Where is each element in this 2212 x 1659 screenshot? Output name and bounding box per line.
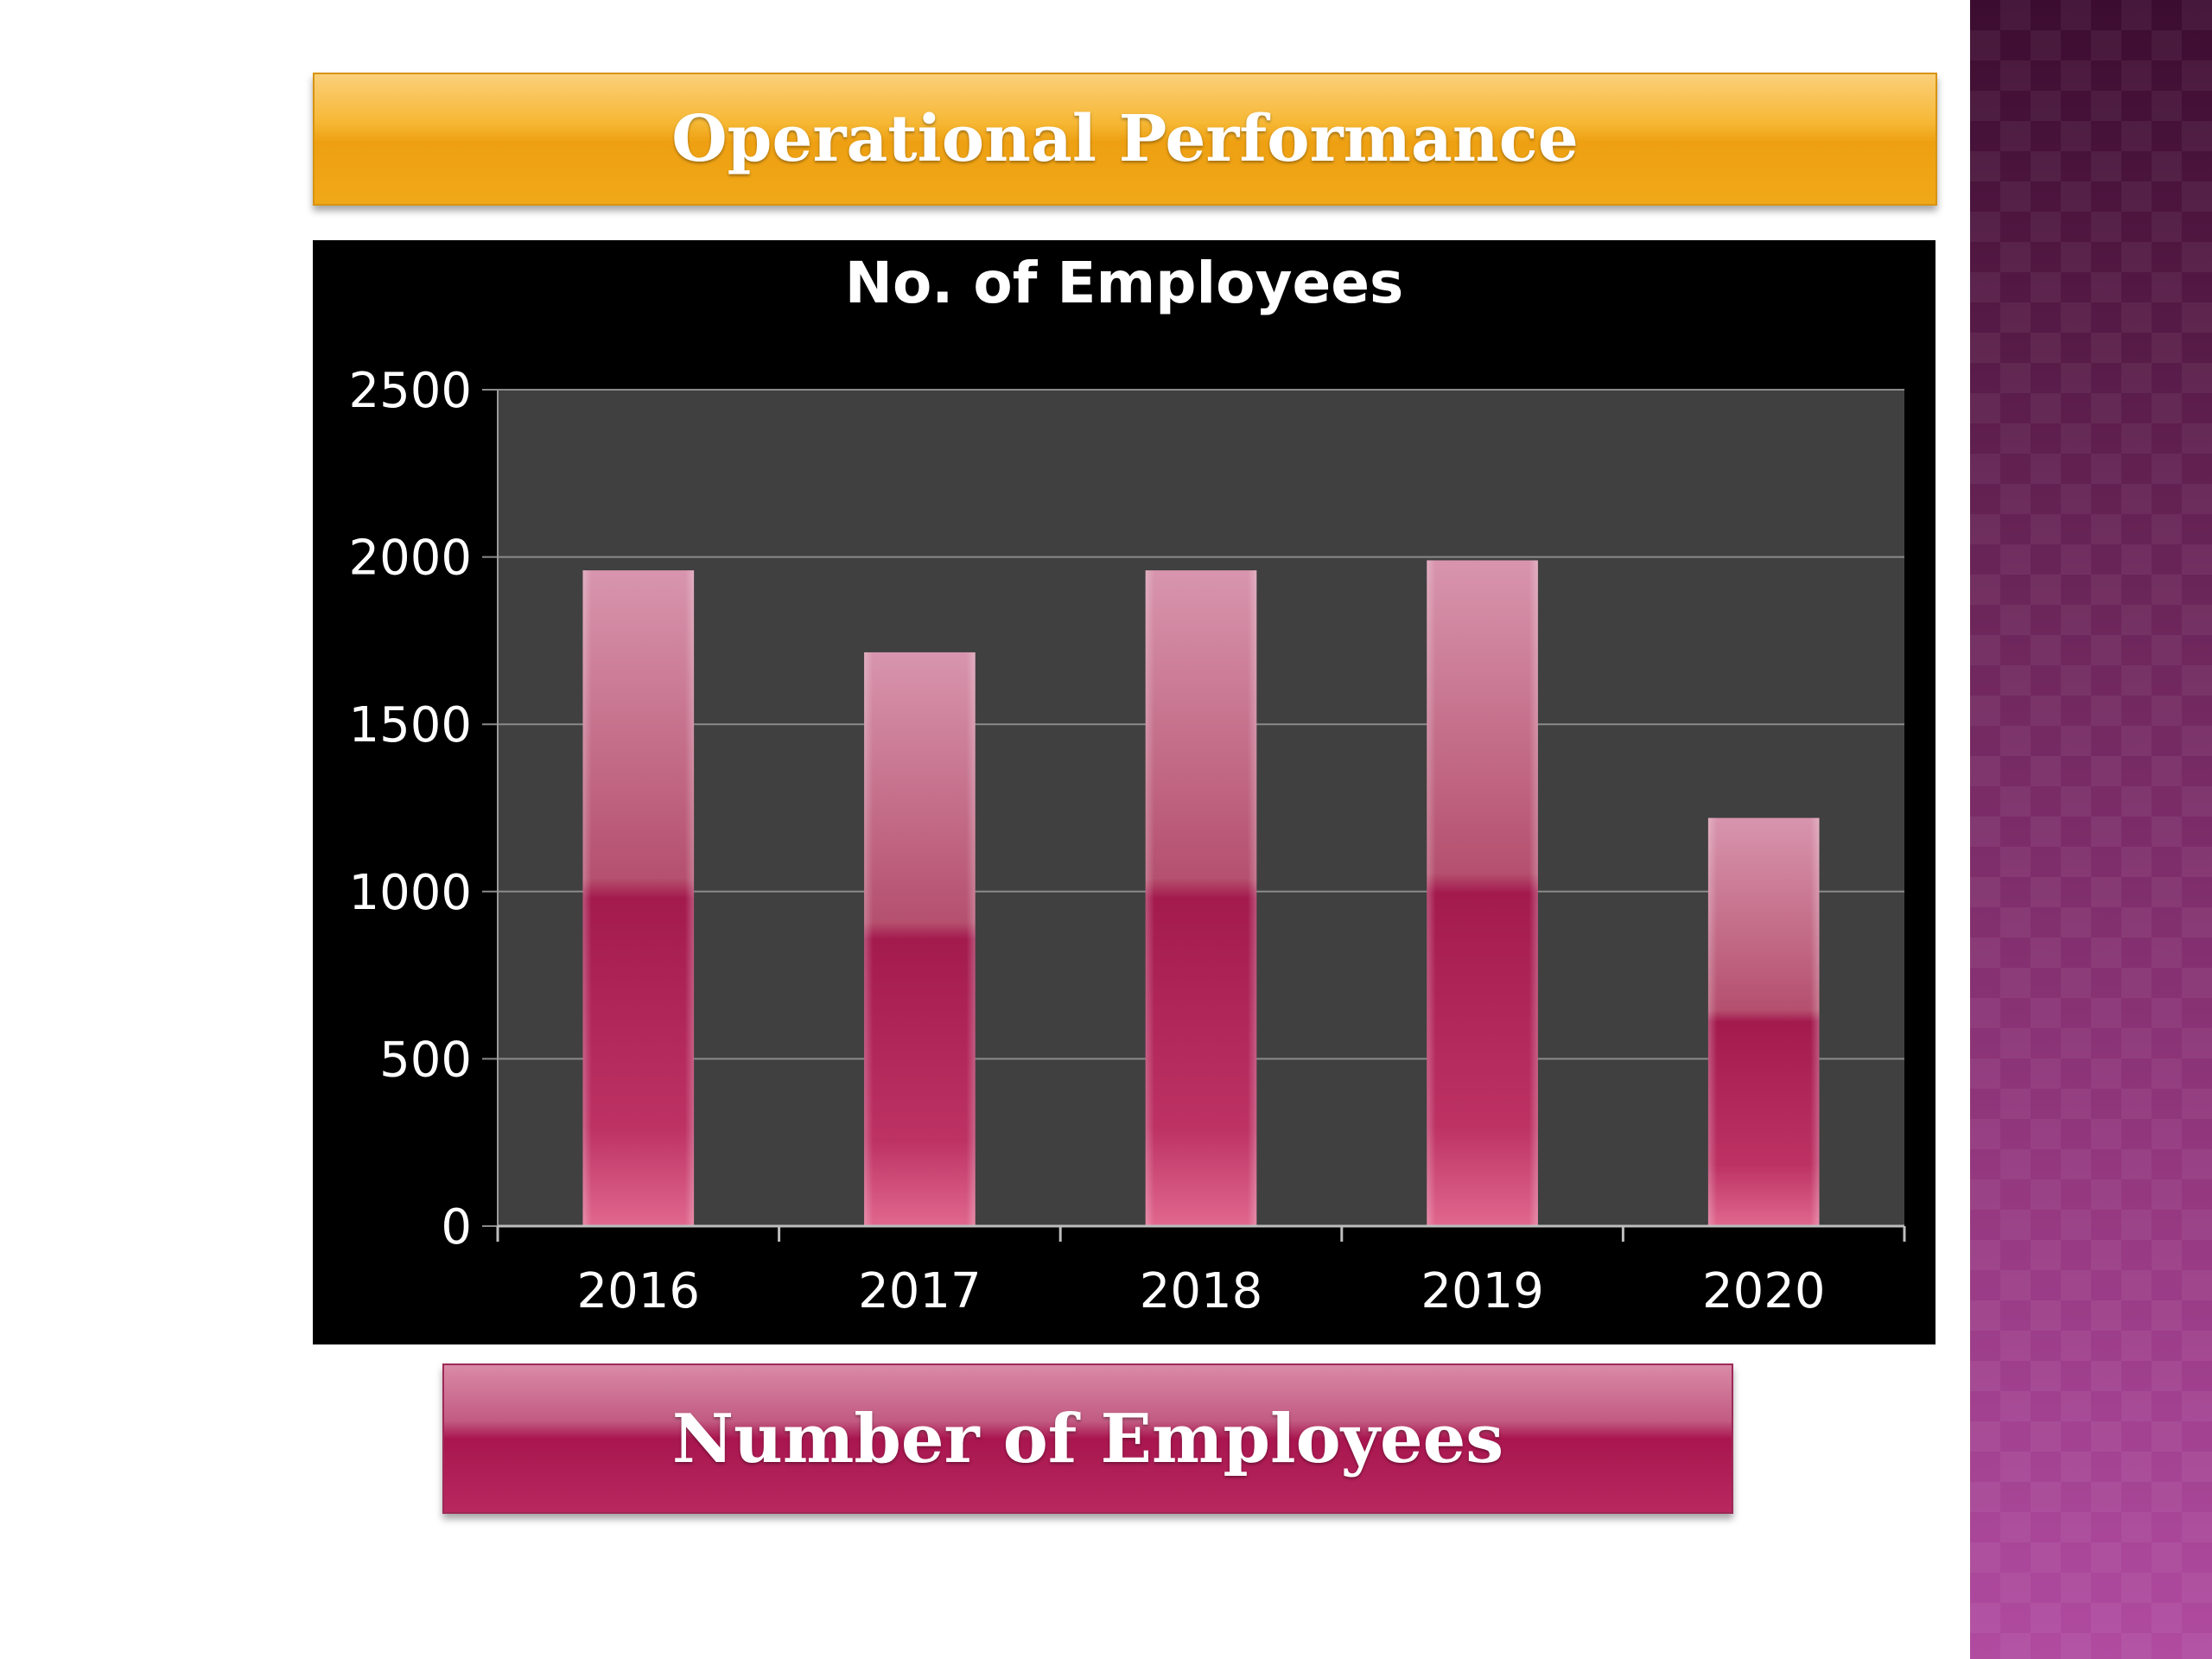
y-tick-label: 1500 — [348, 697, 472, 753]
x-tick-label: 2020 — [1702, 1263, 1826, 1319]
bar-highlight-2019 — [1427, 560, 1538, 1226]
y-tick-label: 1000 — [348, 865, 472, 921]
bar-highlight-2020 — [1707, 817, 1820, 1226]
decorative-side-panel — [1970, 0, 2212, 1659]
employees-chart: No. of Employees 0 500 1000 1500 2000 2500 201… — [313, 240, 1936, 1344]
y-tick-label: 2500 — [348, 363, 472, 419]
x-tick-label: 2017 — [858, 1263, 982, 1319]
x-tick-label: 2018 — [1140, 1263, 1263, 1319]
header-banner: Operational Performance — [313, 73, 1937, 206]
y-tick-label: 0 — [441, 1199, 472, 1255]
footer-caption: Number of Employees — [671, 1399, 1504, 1478]
chart-title: No. of Employees — [845, 250, 1404, 316]
x-tick-label: 2019 — [1421, 1263, 1544, 1319]
bar-highlight-2017 — [864, 652, 976, 1226]
header-title: Operational Performance — [671, 102, 1579, 176]
diamond-pattern — [1970, 0, 2212, 1659]
y-tick-label: 2000 — [348, 531, 472, 587]
x-tick-label: 2016 — [577, 1263, 701, 1319]
bar-highlight-2018 — [1145, 570, 1257, 1226]
y-tick-label: 500 — [379, 1032, 472, 1088]
chart-svg: No. of Employees 0 500 1000 1500 2000 2500 201… — [348, 250, 1906, 1319]
bar-highlight-2016 — [582, 570, 695, 1226]
footer-banner: Number of Employees — [442, 1363, 1733, 1514]
